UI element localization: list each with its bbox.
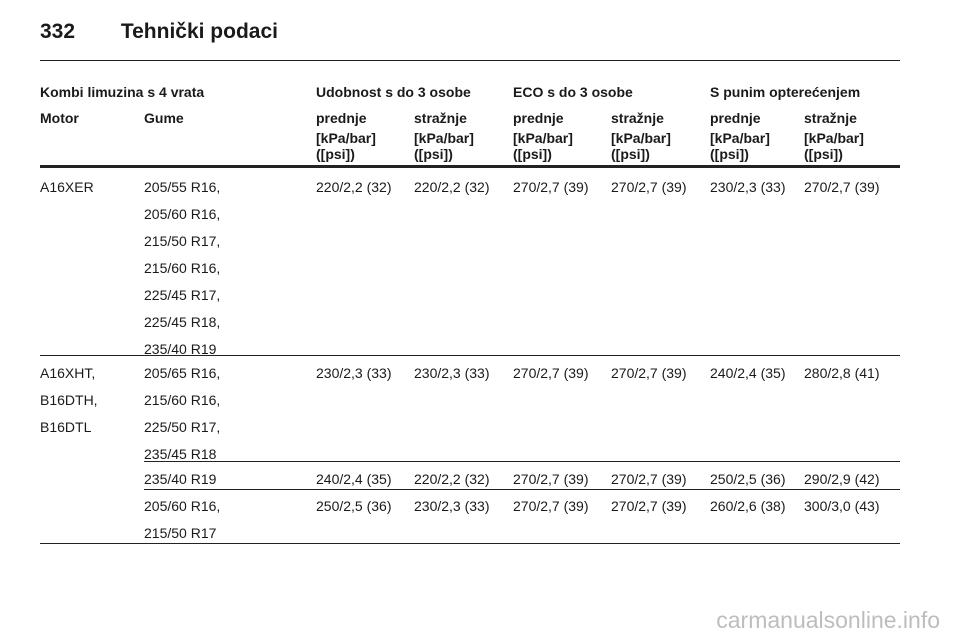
tyres-column-header: Gume	[144, 110, 184, 126]
table-bottom-rule	[40, 543, 900, 544]
unit-header: [kPa/bar] ([psi])	[513, 130, 573, 162]
row-divider	[144, 489, 900, 490]
group-eco-label: ECO s do 3 osobe	[513, 84, 633, 100]
group-comfort-label: Udobnost s do 3 osobe	[316, 84, 471, 100]
row-1-motor: A16XER	[40, 179, 94, 195]
full-rear-header: stražnje	[804, 110, 857, 126]
row-2-motors: A16XHT, B16DTH, B16DTL	[40, 365, 98, 435]
vehicle-type-label: Kombi limuzina s 4 vrata	[40, 84, 205, 100]
page-title: Tehnički podaci	[120, 20, 278, 43]
watermark: carmanualsonline.info	[716, 607, 940, 633]
page-number: 332	[40, 20, 76, 43]
unit-header: [kPa/bar] ([psi])	[611, 130, 671, 162]
row-2-tyres: 205/65 R16, 215/60 R16, 225/50 R17, 235/…	[144, 365, 221, 462]
header-divider	[40, 165, 900, 168]
unit-header: [kPa/bar] ([psi])	[804, 130, 864, 162]
page-header: 332 Tehnički podaci	[40, 20, 278, 44]
unit-header: [kPa/bar] ([psi])	[316, 130, 376, 162]
full-front-header: prednje	[710, 110, 761, 126]
motor-column-header: Motor	[40, 110, 79, 126]
unit-header: [kPa/bar] ([psi])	[414, 130, 474, 162]
eco-front-header: prednje	[513, 110, 564, 126]
comfort-front-header: prednje	[316, 110, 367, 126]
row-divider	[40, 355, 900, 356]
group-full-load-label: S punim opterećenjem	[710, 84, 861, 100]
row-divider	[144, 461, 900, 462]
comfort-rear-header: stražnje	[414, 110, 467, 126]
row-4-tyres: 205/60 R16, 215/50 R17	[144, 498, 221, 541]
header-rule	[40, 60, 900, 61]
row-1-tyres: 205/55 R16, 205/60 R16, 215/50 R17, 215/…	[144, 179, 221, 357]
row-3-tyres: 235/40 R19	[144, 471, 217, 487]
eco-rear-header: stražnje	[611, 110, 664, 126]
unit-header: [kPa/bar] ([psi])	[710, 130, 770, 162]
